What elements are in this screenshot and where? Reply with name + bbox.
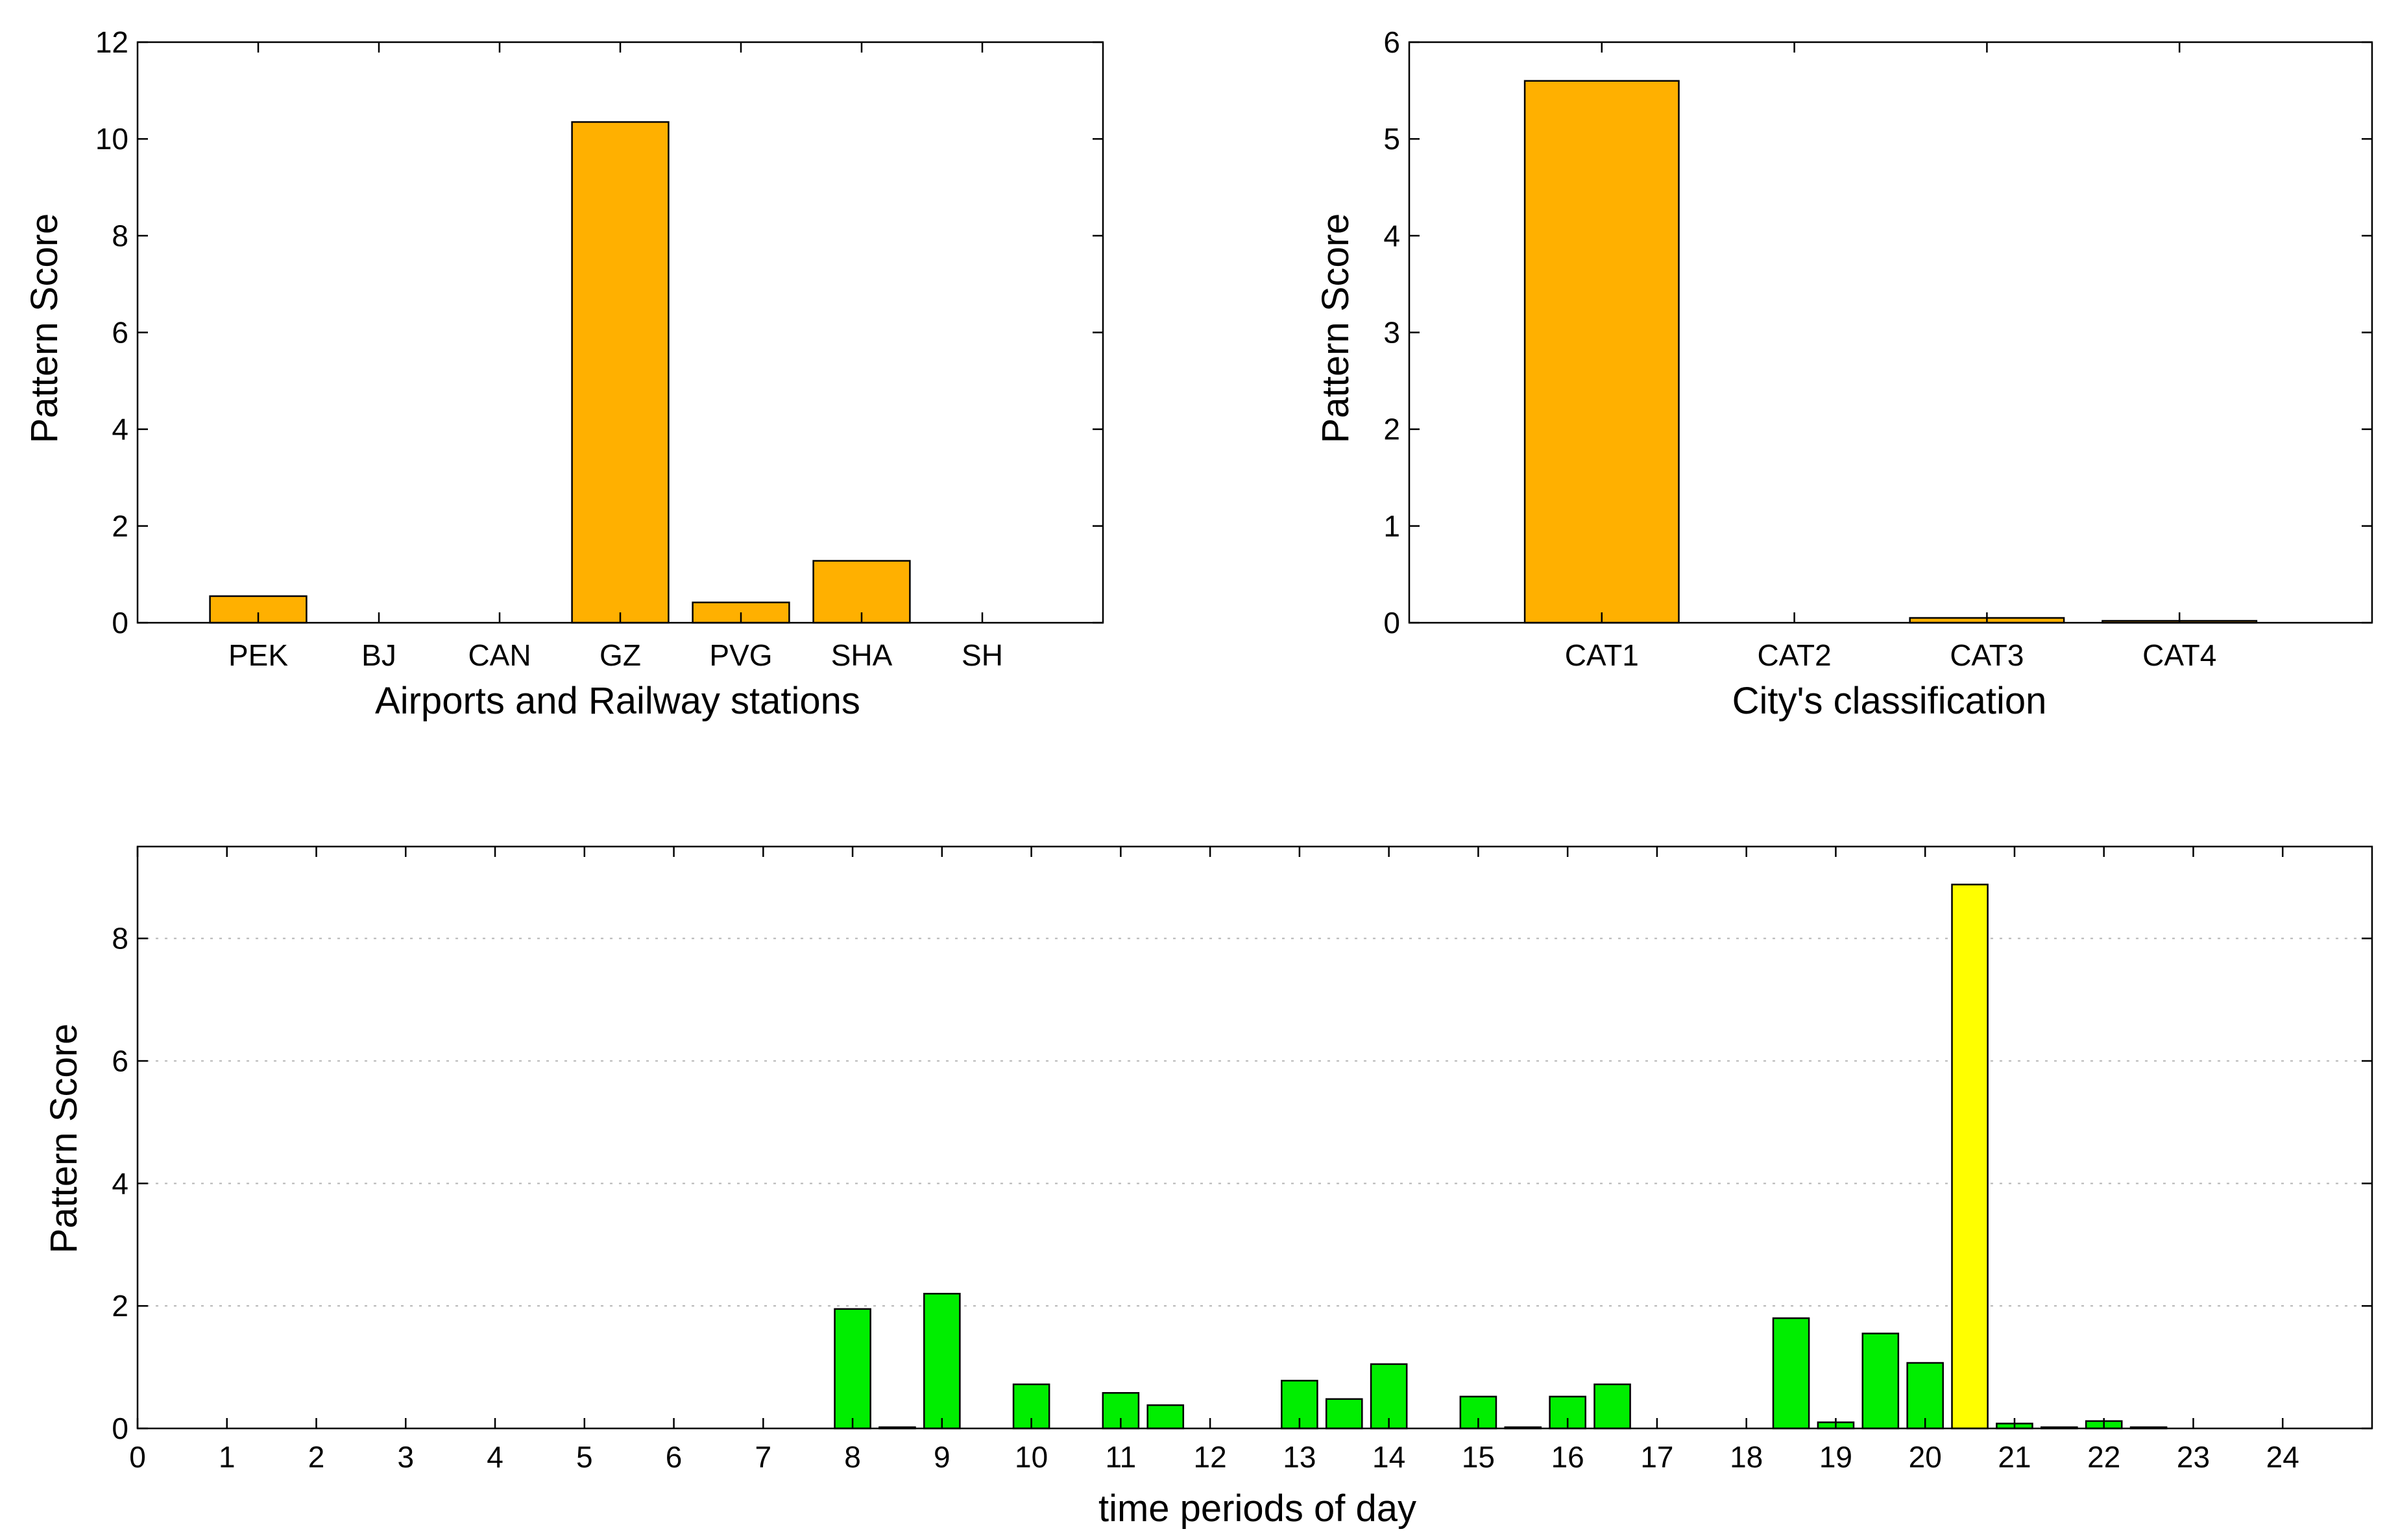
stations-bar-gz [571, 121, 670, 624]
time-xtick-label: 3 [397, 1440, 414, 1474]
time-ytick-label: 2 [112, 1289, 128, 1323]
time-xtick-label: 8 [844, 1440, 861, 1474]
city-ytick-label: 6 [1383, 25, 1400, 59]
time-xtick-label: 5 [576, 1440, 593, 1474]
city-bar-cat1 [1523, 80, 1680, 624]
stations-ytick-label: 12 [95, 25, 128, 59]
stations-xtick-label: BJ [361, 638, 396, 672]
time-xtick-label: 15 [1462, 1440, 1495, 1474]
time-xtick-label: 20 [1909, 1440, 1942, 1474]
stations-xtick-label: CAN [468, 638, 531, 672]
stations-bar-chart: 0 2 4 6 8 10 12 PEK BJ CAN GZ PVG SHA SH [95, 25, 1104, 672]
time-bar [1951, 884, 1989, 1430]
city-xtick-label: CAT3 [1950, 638, 2024, 672]
time-bar [923, 1293, 961, 1430]
time-xtick-label: 2 [308, 1440, 325, 1474]
city-ytick-label: 0 [1383, 606, 1400, 640]
time-xtick-label: 11 [1105, 1440, 1136, 1474]
city-xtick-label: CAT2 [1758, 638, 1832, 672]
time-xtick-label: 16 [1551, 1440, 1584, 1474]
time-xtick-label: 21 [1998, 1440, 2031, 1474]
time-xtick-label: 22 [2087, 1440, 2120, 1474]
time-xtick-label: 10 [1015, 1440, 1048, 1474]
time-xtick-label: 4 [487, 1440, 503, 1474]
stations-xlabel: Airports and Railway stations [375, 680, 860, 722]
stations-ytick-label: 0 [112, 606, 128, 640]
city-plot-frame [1408, 41, 2373, 624]
stations-ytick-label: 4 [112, 413, 128, 446]
city-ytick-label: 1 [1383, 509, 1400, 543]
stations-xtick-label: PVG [709, 638, 772, 672]
time-bar [1370, 1363, 1408, 1430]
time-xtick-label: 0 [129, 1440, 146, 1474]
time-ytick-label: 6 [112, 1044, 128, 1077]
time-xtick-label: 1 [219, 1440, 236, 1474]
stations-ytick-label: 8 [112, 219, 128, 252]
time-bar [834, 1308, 871, 1430]
time-plot-frame [136, 845, 2373, 1430]
time-xtick-label: 6 [666, 1440, 683, 1474]
time-xtick-label: 12 [1194, 1440, 1227, 1474]
time-ytick-label: 4 [112, 1166, 128, 1200]
stations-xtick-label: GZ [600, 638, 641, 672]
time-ytick-label: 0 [112, 1412, 128, 1445]
stations-ylabel: Pattern Score [23, 213, 66, 444]
stations-ytick-label: 6 [112, 316, 128, 350]
city-ylabel: Pattern Score [1314, 213, 1357, 444]
time-xtick-label: 24 [2266, 1440, 2299, 1474]
stations-ytick-label: 2 [112, 509, 128, 543]
stations-plot-frame [136, 41, 1104, 624]
time-xtick-label: 19 [1819, 1440, 1852, 1474]
time-xtick-label: 18 [1730, 1440, 1763, 1474]
time-xlabel: time periods of day [1098, 1487, 1416, 1530]
city-xlabel: City's classification [1732, 680, 2047, 722]
time-xtick-label: 13 [1283, 1440, 1316, 1474]
time-bar [1906, 1362, 1944, 1430]
time-bar [1861, 1332, 1900, 1430]
city-ytick-label: 2 [1383, 413, 1400, 446]
time-xtick-label: 23 [2177, 1440, 2210, 1474]
time-ylabel: Pattern Score [43, 1024, 85, 1254]
city-classification-bar-chart: 0 1 2 3 4 5 6 CAT1 CAT2 CAT3 CAT4 [1383, 25, 2373, 672]
time-bar [1593, 1383, 1631, 1430]
time-bar [1146, 1404, 1185, 1430]
stations-xtick-label: SH [962, 638, 1003, 672]
city-ytick-label: 4 [1383, 219, 1400, 252]
time-bar [1772, 1317, 1810, 1430]
city-xtick-label: CAT4 [2142, 638, 2216, 672]
time-xtick-label: 14 [1372, 1440, 1405, 1474]
time-ytick-label: 8 [112, 922, 128, 956]
time-bar [1325, 1398, 1363, 1430]
time-xtick-label: 17 [1640, 1440, 1673, 1474]
time-xtick-label: 9 [934, 1440, 951, 1474]
city-xtick-label: CAT1 [1565, 638, 1639, 672]
city-ytick-label: 3 [1383, 316, 1400, 350]
stations-ytick-label: 10 [95, 122, 128, 156]
time-xtick-label: 7 [755, 1440, 772, 1474]
stations-xtick-label: SHA [831, 638, 893, 672]
city-ytick-label: 5 [1383, 122, 1400, 156]
stations-xtick-label: PEK [228, 638, 288, 672]
